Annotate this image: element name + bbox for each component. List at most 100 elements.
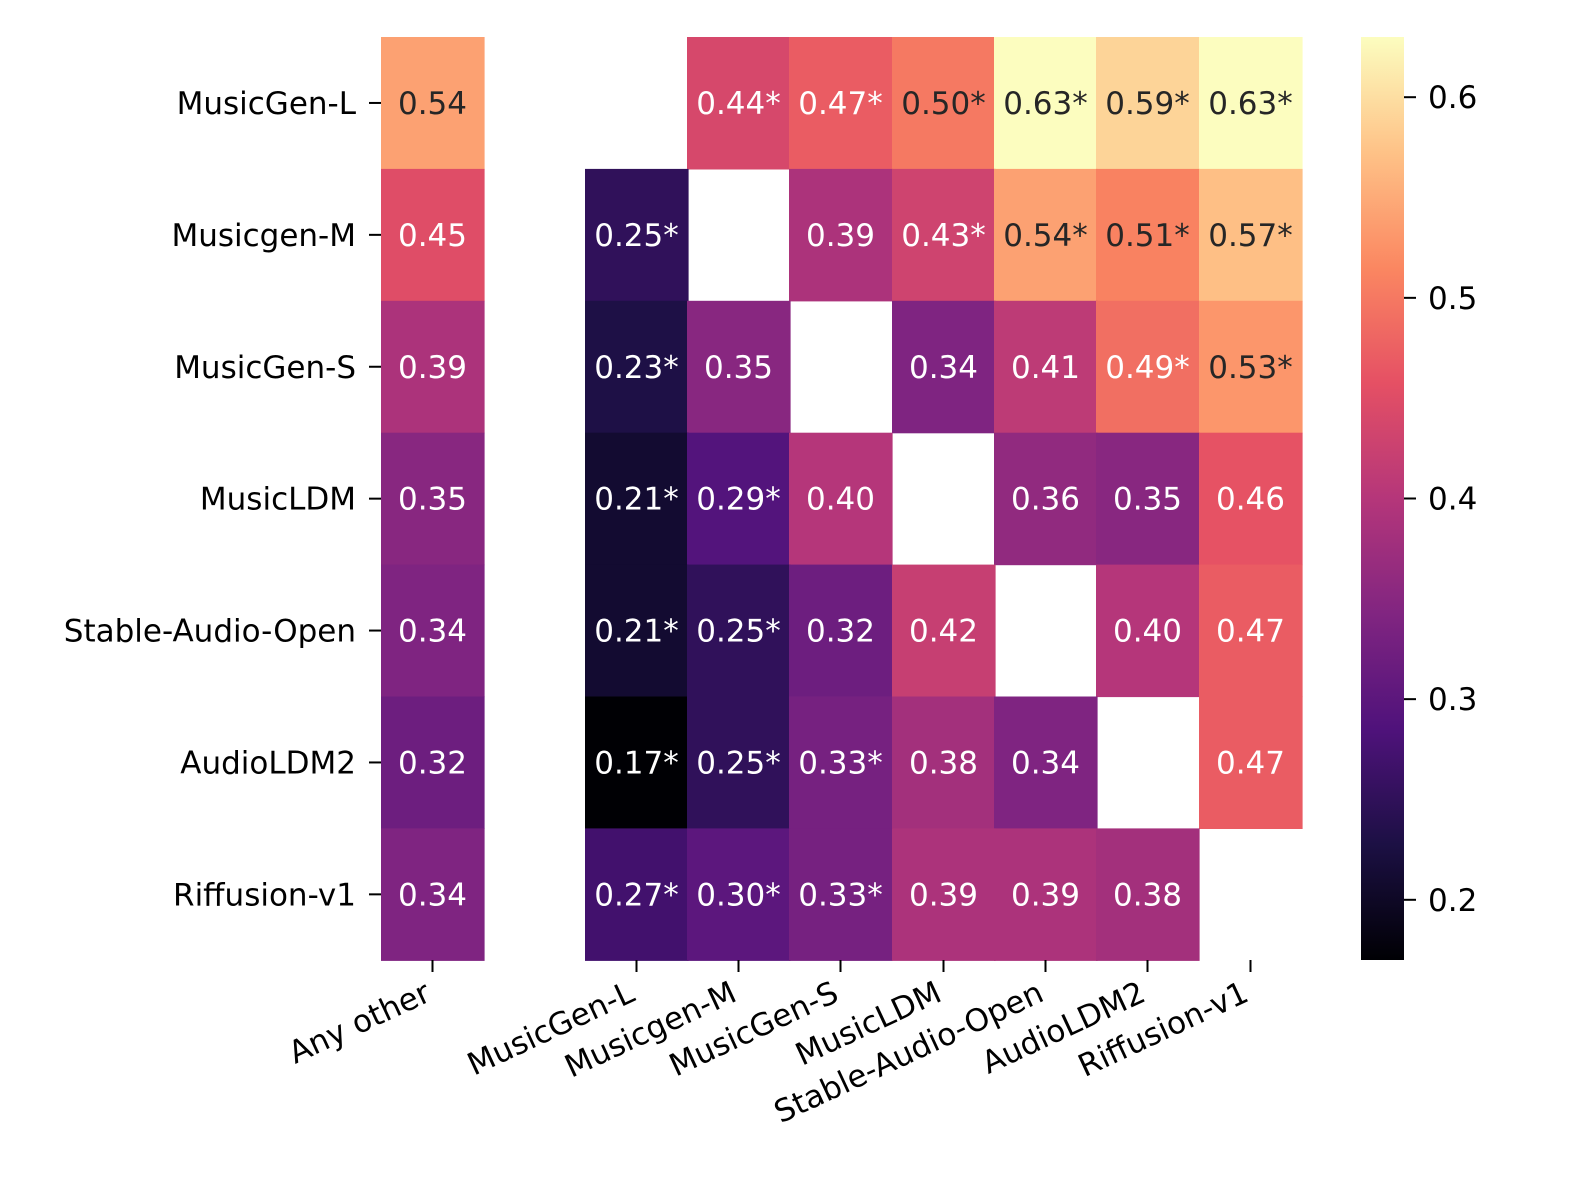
heatmap-cell [1199, 564, 1303, 698]
cell-value-label: 0.35 [704, 350, 773, 386]
heatmap-cell [994, 696, 1098, 829]
heatmap-cell [687, 300, 791, 434]
cell-value-label: 0.25* [696, 614, 781, 650]
cell-value-label: 0.47 [1216, 745, 1285, 781]
heatmap-cell [1199, 37, 1303, 170]
heatmap-cell [1096, 564, 1200, 698]
heatmap-cell [892, 564, 996, 698]
heatmap-cell [381, 828, 485, 961]
heatmap-cell [1096, 168, 1200, 302]
heatmap-cell [994, 300, 1098, 434]
heatmap-cell [892, 37, 996, 170]
colorbar-gradient [1361, 37, 1404, 960]
cell-value-label: 0.63* [1003, 86, 1088, 122]
y-tick-label: MusicLDM [200, 482, 356, 518]
y-tick-label: MusicGen-L [177, 86, 357, 122]
cell-value-label: 0.17* [594, 745, 679, 781]
cell-value-label: 0.45 [398, 218, 467, 254]
cell-value-label: 0.63* [1208, 86, 1293, 122]
cell-value-label: 0.49* [1105, 350, 1190, 386]
cell-value-label: 0.42 [909, 614, 978, 650]
heatmap-cell [585, 300, 689, 434]
colorbar: 0.2 0.3 0.4 0.5 0.6 [1361, 37, 1477, 960]
y-axis: MusicGen-L Musicgen-M MusicGen-S MusicLDM St… [64, 86, 381, 913]
heatmap-cell [1199, 696, 1303, 829]
cell-value-label: 0.34 [909, 350, 978, 386]
cell-value-label: 0.39 [806, 218, 875, 254]
cell-value-label: 0.43* [901, 218, 986, 254]
x-axis: Any other MusicGen-LMusicgen-MMusicGen-SM… [283, 960, 1254, 1131]
heatmap-cell [994, 168, 1098, 302]
cell-value-label: 0.39 [909, 877, 978, 913]
heatmap-cell [789, 828, 893, 961]
cell-value-label: 0.59* [1105, 86, 1190, 122]
y-tick-label: MusicGen-S [174, 350, 356, 386]
cell-value-label: 0.34 [398, 877, 467, 913]
colorbar-tick-label: 0.6 [1428, 80, 1477, 116]
cell-value-label: 0.35 [1113, 482, 1182, 518]
heatmap-cell [789, 37, 893, 170]
cell-value-label: 0.35 [398, 482, 467, 518]
heatmap-cell [687, 828, 791, 961]
cell-value-label: 0.51* [1105, 218, 1190, 254]
cell-value-label: 0.25* [594, 218, 679, 254]
heatmap-cell [789, 432, 893, 566]
heatmap-cell [1199, 300, 1303, 434]
y-tick-label: Stable-Audio-Open [64, 614, 356, 650]
heatmap-cell [687, 37, 791, 170]
heatmap-cell [994, 828, 1098, 961]
cell-value-label: 0.47 [1216, 614, 1285, 650]
y-tick-label: AudioLDM2 [180, 745, 356, 781]
cell-value-label: 0.53* [1208, 350, 1293, 386]
heatmap-cell [1096, 828, 1200, 961]
y-tick-label: Riffusion-v1 [173, 877, 356, 913]
heatmap-cell [789, 696, 893, 829]
cell-value-label: 0.30* [696, 877, 781, 913]
heatmap-cell [585, 432, 689, 566]
heatmap-cell [585, 828, 689, 961]
heatmap-cell [381, 432, 485, 566]
heatmap-cell [687, 696, 791, 829]
cell-value-label: 0.27* [594, 877, 679, 913]
cell-value-label: 0.33* [798, 745, 883, 781]
cell-value-label: 0.44* [696, 86, 781, 122]
heatmap-cell [1096, 300, 1200, 434]
heatmap-cell [994, 37, 1098, 170]
cell-value-label: 0.34 [398, 614, 467, 650]
cell-value-label: 0.39 [398, 350, 467, 386]
cell-value-label: 0.54 [398, 86, 467, 122]
heatmap-cell [687, 564, 791, 698]
cell-value-label: 0.29* [696, 482, 781, 518]
heatmap-cell [1199, 432, 1303, 566]
heatmap-cell [381, 300, 485, 434]
heatmap-cell [789, 168, 893, 302]
cell-value-label: 0.47* [798, 86, 883, 122]
heatmap-cells [381, 37, 1303, 961]
cell-value-label: 0.21* [594, 482, 679, 518]
cell-value-label: 0.38 [1113, 877, 1182, 913]
cell-value-label: 0.33* [798, 877, 883, 913]
y-tick-label: Musicgen-M [171, 218, 356, 254]
heatmap-cell-labels: 0.54 0.44* 0.47* 0.50* 0.63* 0.59* 0.63* 0.45 0.… [398, 86, 1293, 913]
heatmap-cell [994, 432, 1098, 566]
cell-value-label: 0.57* [1208, 218, 1293, 254]
colorbar-tick-label: 0.5 [1428, 281, 1477, 317]
heatmap-cell [381, 564, 485, 698]
heatmap-cell [585, 564, 689, 698]
cell-value-label: 0.32 [398, 745, 467, 781]
heatmap-cell [892, 168, 996, 302]
cell-value-label: 0.23* [594, 350, 679, 386]
cell-value-label: 0.40 [806, 482, 875, 518]
heatmap-cell [1199, 168, 1303, 302]
heatmap-cell [1096, 432, 1200, 566]
cell-value-label: 0.21* [594, 614, 679, 650]
heatmap-cell [789, 564, 893, 698]
heatmap-cell [892, 828, 996, 961]
heatmap-cell [687, 432, 791, 566]
heatmap-cell [585, 696, 689, 829]
heatmap-cell [381, 37, 485, 170]
cell-value-label: 0.46 [1216, 482, 1285, 518]
heatmap-cell [892, 696, 996, 829]
colorbar-tick-label: 0.2 [1428, 883, 1477, 919]
